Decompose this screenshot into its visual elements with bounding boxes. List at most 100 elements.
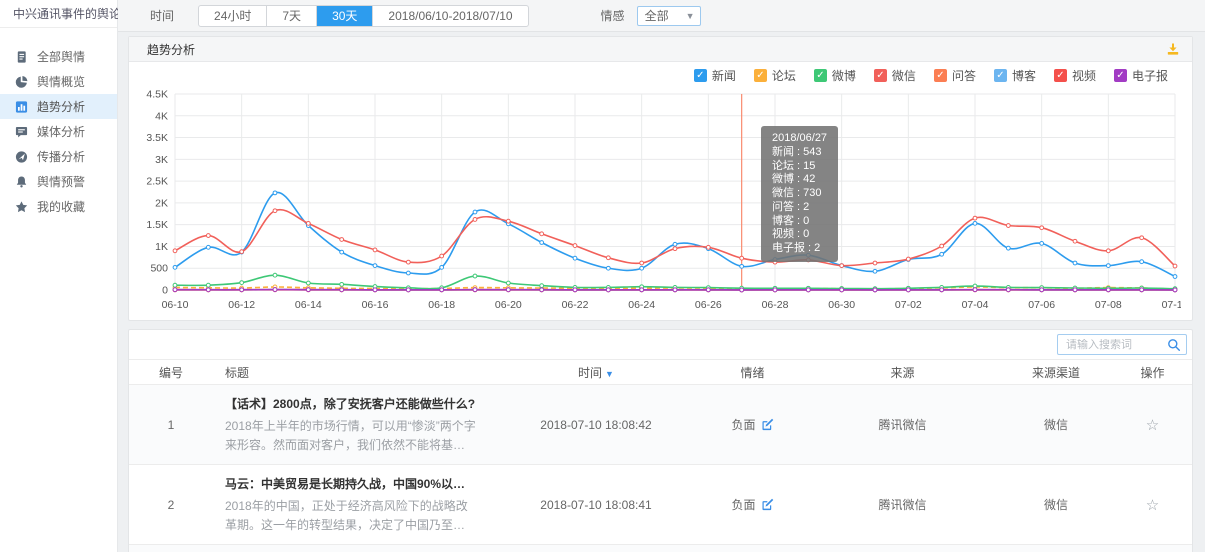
bell-icon [15, 175, 28, 189]
column-header-label: 来源 [890, 365, 915, 380]
legend-label: 论坛 [771, 68, 796, 83]
search-icon[interactable] [1167, 338, 1181, 352]
filter-toolbar: 时间 24小时 7天 30天 2018/06/10-2018/07/10 情感 全部 … [118, 0, 1205, 32]
svg-text:500: 500 [150, 263, 168, 275]
svg-text:4.5K: 4.5K [146, 89, 168, 101]
project-title-text: 中兴通讯事件的舆论影响 [13, 7, 146, 21]
svg-text:06-18: 06-18 [428, 299, 455, 311]
column-header-label: 情绪 [740, 365, 765, 380]
chart-body: ✓ 新闻 ✓ 论坛 ✓ 微博 ✓ 微信 ✓ 问答 ✓ 博客 ✓ 视频 ✓ 电子报 0 500 1K 1.5K 2K 2.… [129, 62, 1192, 320]
article-title-link[interactable]: 【话术】2800点，除了安抚客户还能做些什么? [225, 397, 476, 411]
sidebar-item-媒体分析[interactable]: 媒体分析 [0, 119, 117, 144]
project-title[interactable]: 中兴通讯事件的舆论影响> [0, 0, 154, 28]
legend-checkbox-icon: ✓ [873, 68, 887, 82]
row-source: 腾讯微信 [878, 418, 927, 433]
page-content: 趋势分析 ✓ 新闻 ✓ 论坛 ✓ 微博 ✓ 微信 ✓ 问答 ✓ 博客 ✓ 视频 ✓ 电子报 0 500 1K 1.5… [118, 32, 1205, 552]
column-header-label: 编号 [158, 365, 183, 380]
time-range-button-0[interactable]: 24小时 [199, 5, 268, 26]
row-channel: 微信 [1043, 418, 1068, 433]
edit-sentiment-icon[interactable] [761, 418, 774, 431]
legend-item-论坛[interactable]: ✓ 论坛 [753, 67, 796, 84]
sidebar-item-舆情概览[interactable]: 舆情概览 [0, 69, 117, 94]
column-header-标题: 标题 [213, 364, 491, 381]
sidebar-item-舆情预警[interactable]: 舆情预警 [0, 169, 117, 194]
column-header-操作: 操作 [1111, 364, 1192, 381]
legend-item-问答[interactable]: ✓ 问答 [933, 67, 976, 84]
share-icon [15, 150, 28, 164]
svg-text:06-28: 06-28 [762, 299, 789, 311]
row-time: 2018-07-10 18:08:41 [540, 497, 652, 512]
legend-item-新闻[interactable]: ✓ 新闻 [693, 67, 736, 84]
row-time: 2018-07-10 18:08:42 [540, 417, 652, 432]
sidebar-item-label: 舆情概览 [37, 75, 86, 89]
pie-icon [15, 75, 28, 89]
legend-item-微博[interactable]: ✓ 微博 [813, 67, 856, 84]
legend-label: 电子报 [1131, 68, 1168, 83]
legend-item-博客[interactable]: ✓ 博客 [993, 67, 1036, 84]
svg-text:4K: 4K [155, 110, 168, 122]
sort-desc-icon[interactable]: ▼ [605, 368, 614, 379]
sidebar-item-label: 传播分析 [37, 150, 86, 164]
svg-text:06-26: 06-26 [695, 299, 722, 311]
svg-text:3.5K: 3.5K [146, 132, 168, 144]
chart-title: 趋势分析 [147, 42, 196, 57]
svg-text:07-06: 07-06 [1028, 299, 1055, 311]
time-range-button-1[interactable]: 7天 [267, 5, 318, 26]
column-header-编号: 编号 [129, 364, 213, 381]
legend-checkbox-icon: ✓ [1053, 68, 1067, 82]
column-header-label: 操作 [1140, 365, 1165, 380]
edit-sentiment-icon[interactable] [761, 498, 774, 511]
svg-text:06-16: 06-16 [362, 299, 389, 311]
svg-text:07-02: 07-02 [895, 299, 922, 311]
time-range-button-3[interactable]: 2018/06/10-2018/07/10 [388, 8, 513, 23]
star-icon [15, 200, 28, 214]
table-row: 2 马云：中美贸易是长期持久战，中国90%以上的企业都难存活 2018年的中国，正处… [129, 465, 1192, 546]
legend-item-电子报[interactable]: ✓ 电子报 [1113, 67, 1168, 84]
trend-line-chart[interactable]: 0 500 1K 1.5K 2K 2.5K 3K 3.5K 4K 4.5K 06-10 06-12 06… [131, 86, 1181, 316]
sidebar-item-传播分析[interactable]: 传播分析 [0, 144, 117, 169]
svg-text:06-24: 06-24 [628, 299, 655, 311]
sidebar-item-我的收藏[interactable]: 我的收藏 [0, 194, 117, 219]
svg-text:06-20: 06-20 [495, 299, 522, 311]
row-channel: 微信 [1043, 498, 1068, 513]
legend-checkbox-icon: ✓ [693, 68, 707, 82]
search-box [1057, 334, 1187, 355]
sidebar-item-全部舆情[interactable]: 全部舆情 [0, 44, 117, 69]
article-title-link[interactable]: 马云：中美贸易是长期持久战，中国90%以上的企业都难存活 [225, 477, 477, 492]
column-header-时间[interactable]: 时间 ▼ [491, 364, 701, 381]
column-header-label: 标题 [225, 365, 250, 380]
row-sentiment-cell: 负面 [701, 496, 804, 513]
table-row: 1 【话术】2800点，除了安抚客户还能做些什么? 2018年上半年的市场行情，可以… [129, 385, 1192, 466]
favorite-star-icon[interactable]: ☆ [1145, 496, 1160, 514]
legend-label: 问答 [951, 68, 976, 83]
time-filter-label: 时间 [150, 9, 175, 23]
svg-text:07-10: 07-10 [1162, 299, 1181, 311]
sentiment-value: 负面 [731, 416, 773, 433]
sidebar-item-label: 媒体分析 [37, 125, 86, 139]
row-number: 2 [167, 497, 175, 512]
legend-checkbox-icon: ✓ [753, 68, 767, 82]
favorite-star-icon[interactable]: ☆ [1145, 416, 1160, 434]
table-row: 3美国芯片巨头在华销售冻结 中美产业竞争上升为立体博弈满载美国大豆的“飞马峰”终… [129, 545, 1192, 552]
time-range-button-2[interactable]: 30天 [317, 5, 374, 26]
sidebar-item-趋势分析[interactable]: 趋势分析 [0, 94, 117, 119]
download-icon[interactable] [1166, 42, 1180, 56]
legend-item-视频[interactable]: ✓ 视频 [1053, 67, 1096, 84]
legend-label: 微博 [831, 68, 856, 83]
table-search-row [129, 330, 1192, 359]
chart-card-header: 趋势分析 [129, 37, 1192, 62]
chart-legend: ✓ 新闻 ✓ 论坛 ✓ 微博 ✓ 微信 ✓ 问答 ✓ 博客 ✓ 视频 ✓ 电子报 [131, 64, 1192, 86]
sentiment-select[interactable]: 全部 ▼ [636, 5, 701, 26]
sentiment-label: 负面 [731, 498, 756, 513]
legend-checkbox-icon: ✓ [933, 68, 947, 82]
comment-icon [15, 125, 28, 139]
legend-item-微信[interactable]: ✓ 微信 [873, 67, 916, 84]
table-header-row: 编号 标题 时间 ▼ 情绪 来源 来源渠道 操作 [129, 359, 1192, 385]
column-header-情绪: 情绪 [701, 364, 804, 381]
row-title-cell: 【话术】2800点，除了安抚客户还能做些什么? 2018年上半年的市场行情，可以用… [213, 385, 491, 464]
series-line-微信 [174, 208, 1176, 267]
row-actions: ☆ [1111, 416, 1192, 434]
legend-checkbox-icon: ✓ [813, 68, 827, 82]
search-input[interactable] [1066, 338, 1167, 351]
sentiment-label: 负面 [731, 418, 756, 433]
